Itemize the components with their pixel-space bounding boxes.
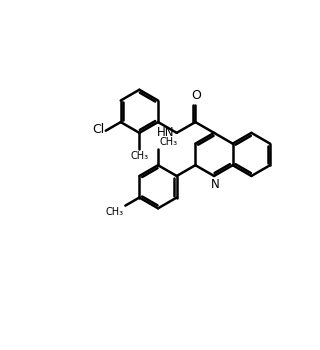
Text: Cl: Cl <box>92 124 104 136</box>
Text: CH₃: CH₃ <box>106 207 124 217</box>
Text: N: N <box>211 178 220 191</box>
Text: CH₃: CH₃ <box>160 138 178 147</box>
Text: HN: HN <box>157 126 174 139</box>
Text: O: O <box>191 89 201 102</box>
Text: CH₃: CH₃ <box>130 151 148 161</box>
